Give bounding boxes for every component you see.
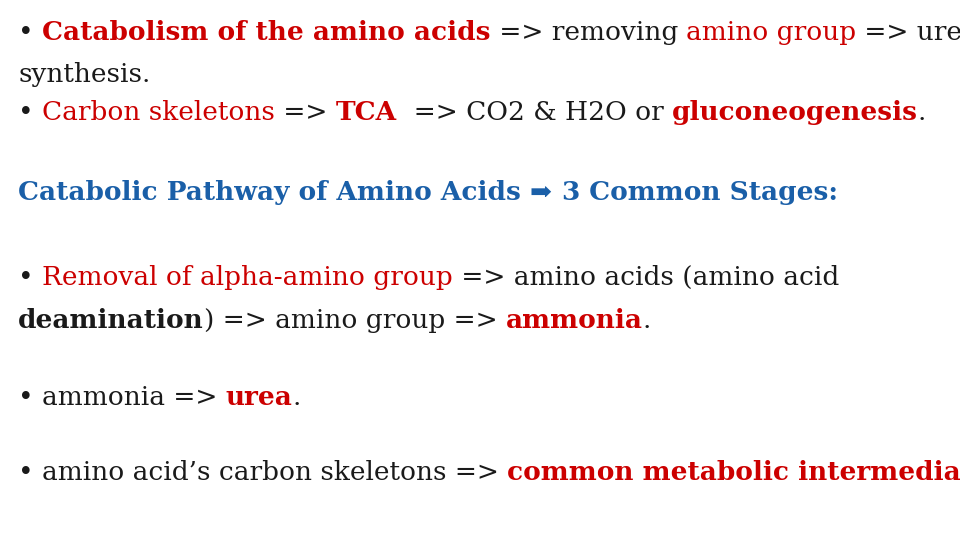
Text: => urea: => urea xyxy=(856,20,960,45)
Text: synthesis.: synthesis. xyxy=(18,62,151,87)
Text: Catabolism of the amino acids: Catabolism of the amino acids xyxy=(42,20,491,45)
Text: => CO2 & H2O or: => CO2 & H2O or xyxy=(396,100,672,125)
Text: •: • xyxy=(18,20,42,45)
Text: => amino acids (amino acid: => amino acids (amino acid xyxy=(453,265,839,290)
Text: .: . xyxy=(293,385,301,410)
Text: gluconeogenesis: gluconeogenesis xyxy=(672,100,918,125)
Text: Carbon skeletons: Carbon skeletons xyxy=(42,100,275,125)
Text: •: • xyxy=(18,265,42,290)
Text: •: • xyxy=(18,100,42,125)
Text: .: . xyxy=(918,100,926,125)
Text: amino group: amino group xyxy=(686,20,856,45)
Text: =>: => xyxy=(275,100,336,125)
Text: ) => amino group =>: ) => amino group => xyxy=(204,308,506,333)
Text: Catabolic Pathway of Amino Acids ➡: Catabolic Pathway of Amino Acids ➡ xyxy=(18,180,562,205)
Text: urea: urea xyxy=(226,385,293,410)
Text: common metabolic intermediate: common metabolic intermediate xyxy=(507,460,960,485)
Text: Removal of alpha-amino group: Removal of alpha-amino group xyxy=(42,265,453,290)
Text: .: . xyxy=(643,308,651,333)
Text: => removing: => removing xyxy=(491,20,686,45)
Text: deamination: deamination xyxy=(18,308,204,333)
Text: • ammonia =>: • ammonia => xyxy=(18,385,226,410)
Text: Common Stages:: Common Stages: xyxy=(580,180,838,205)
Text: • amino acid’s carbon skeletons =>: • amino acid’s carbon skeletons => xyxy=(18,460,507,485)
Text: 3: 3 xyxy=(562,180,580,205)
Text: ammonia: ammonia xyxy=(506,308,643,333)
Text: TCA: TCA xyxy=(336,100,396,125)
